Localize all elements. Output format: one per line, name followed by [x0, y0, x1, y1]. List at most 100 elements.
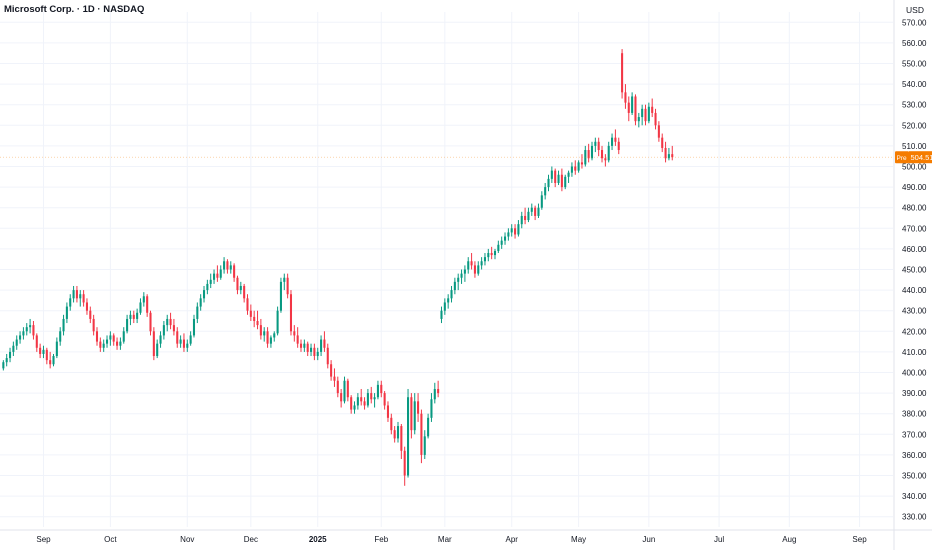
candle-body [457, 278, 459, 282]
candle-body [260, 325, 262, 335]
candle-body [400, 426, 402, 451]
candle-body [644, 109, 646, 121]
candle-body [233, 265, 235, 277]
candle-body [133, 315, 135, 319]
x-tick-label: May [571, 535, 586, 544]
candle-body [250, 311, 252, 317]
candle-body [484, 257, 486, 261]
candle-body [243, 286, 245, 298]
candle-body [481, 261, 483, 265]
candle-body [621, 53, 623, 92]
y-tick-label: 340.00 [902, 492, 927, 501]
candle-body [2, 362, 4, 368]
candle-body [290, 294, 292, 331]
candle-body [303, 344, 305, 348]
candle-body [200, 298, 202, 306]
candle-body [501, 241, 503, 245]
candle-body [531, 208, 533, 212]
candle-body [631, 96, 633, 112]
y-tick-label: 540.00 [902, 80, 927, 89]
candle-body [437, 389, 439, 393]
candle-body [59, 331, 61, 341]
candle-body [213, 274, 215, 280]
candle-body [594, 142, 596, 146]
y-tick-label: 530.00 [902, 101, 927, 110]
candle-body [146, 296, 148, 312]
candle-body [571, 167, 573, 173]
candle-body [491, 253, 493, 255]
candle-body [397, 426, 399, 438]
candle-body [544, 187, 546, 195]
candle-body [253, 317, 255, 321]
candle-body [638, 117, 640, 121]
candle-body [240, 286, 242, 290]
candle-body [360, 397, 362, 401]
candle-body [203, 290, 205, 298]
x-tick-label: Mar [438, 535, 452, 544]
candle-body [19, 335, 21, 339]
candle-body [223, 261, 225, 269]
candle-body [39, 348, 41, 354]
candle-body [166, 319, 168, 325]
candle-body [56, 342, 58, 356]
candle-body [76, 290, 78, 298]
candle-body [497, 245, 499, 251]
candle-body [26, 327, 28, 331]
candle-body [668, 154, 670, 158]
candle-body [507, 232, 509, 236]
candle-body [611, 138, 613, 146]
candle-body [190, 335, 192, 343]
y-tick-label: 460.00 [902, 245, 927, 254]
candle-body [283, 278, 285, 282]
candle-body [153, 331, 155, 356]
candle-body [119, 342, 121, 346]
candle-body [29, 325, 31, 327]
candle-body [364, 401, 366, 405]
candle-body [604, 158, 606, 160]
candle-body [327, 348, 329, 364]
x-tick-label: Jul [714, 535, 724, 544]
candle-body [624, 92, 626, 102]
candle-body [307, 344, 309, 352]
candle-body [430, 399, 432, 418]
x-tick-label: Sep [36, 535, 51, 544]
candle-body [113, 335, 115, 341]
candle-body [511, 228, 513, 232]
candle-body [564, 177, 566, 187]
x-tick-label: Nov [180, 535, 194, 544]
candle-body [236, 278, 238, 290]
candle-body [246, 298, 248, 310]
candle-body [591, 146, 593, 158]
candle-body [263, 331, 265, 335]
candle-body [524, 216, 526, 220]
candle-body [32, 325, 34, 335]
candle-body [273, 333, 275, 337]
candle-body [534, 208, 536, 216]
candle-body [106, 340, 108, 344]
candle-body [461, 274, 463, 278]
candle-body [504, 237, 506, 241]
candle-body [337, 381, 339, 393]
candle-body [183, 340, 185, 348]
candle-body [374, 397, 376, 399]
candle-body [220, 270, 222, 278]
candle-body [390, 418, 392, 430]
candle-body [170, 319, 172, 325]
candle-body [614, 138, 616, 142]
candle-body [551, 171, 553, 179]
candle-body [347, 381, 349, 397]
candle-body [554, 171, 556, 183]
candle-body [267, 331, 269, 343]
x-tick-label: Apr [505, 535, 518, 544]
candle-body [160, 335, 162, 343]
y-tick-label: 550.00 [902, 60, 927, 69]
candle-body [277, 311, 279, 334]
x-tick-label: 2025 [309, 535, 327, 544]
candle-body [471, 261, 473, 265]
candle-body [333, 377, 335, 381]
candle-body [193, 319, 195, 335]
candle-body [608, 146, 610, 160]
candle-body [494, 251, 496, 255]
